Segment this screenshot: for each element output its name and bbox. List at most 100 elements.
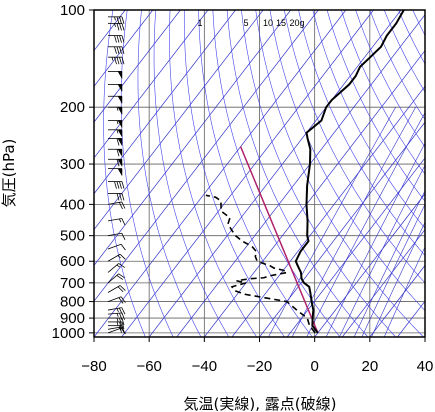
wind-barb (108, 22, 125, 31)
dry-adiabat (183, 10, 285, 337)
wind-barb (107, 218, 126, 226)
isotherm-line (94, 10, 264, 231)
x-tick-label: 20 (361, 358, 378, 375)
wind-barb-full (116, 57, 120, 65)
y-tick-label: 200 (60, 99, 85, 116)
wind-barb (108, 46, 125, 54)
wind-barb-full (116, 23, 120, 31)
dry-adiabat (226, 10, 369, 337)
y-axis-title: 気圧(hPa) (0, 139, 18, 208)
wind-barb (108, 168, 123, 177)
wind-barb (108, 317, 125, 326)
mixing-ratio-labels: 1 5 10 15 20g (197, 18, 304, 28)
wind-barb-half (116, 129, 119, 134)
wind-barb-full (118, 297, 124, 304)
wind-barb-flag (117, 84, 123, 93)
wind-barb-half (114, 23, 116, 27)
wind-barb-full (121, 46, 125, 54)
wind-barb-full (116, 159, 120, 167)
dry-adiabat (137, 10, 202, 337)
isotherm-line (341, 228, 425, 337)
wind-barb-flag (117, 168, 123, 177)
wind-barb (107, 273, 125, 284)
wind-barb-full (119, 321, 122, 330)
wind-barb-full (116, 193, 120, 201)
wind-barb-full (116, 46, 120, 54)
wind-barb-full (121, 16, 125, 24)
x-tick-label: 0 (310, 358, 318, 375)
dry-adiabat (326, 10, 425, 202)
wind-barb-flag (117, 129, 123, 138)
wind-barb-full (117, 286, 124, 293)
wind-barb-full (116, 149, 120, 157)
dry-adiabat (255, 10, 424, 337)
wind-barb-half (114, 16, 116, 21)
wind-barb (108, 35, 125, 43)
wind-barb-staff (107, 243, 122, 250)
isotherm-line (369, 264, 425, 337)
wind-barb-full (121, 325, 125, 333)
wind-barb-half (118, 218, 122, 223)
isotherm-line (94, 10, 236, 195)
mixing-ratio-line (306, 112, 425, 337)
isotherm-line (121, 10, 374, 337)
wind-barb-flag (117, 159, 123, 168)
dry-adiabat (103, 10, 146, 337)
wind-barb-half (116, 313, 119, 317)
y-tick-label: 400 (60, 196, 85, 213)
mixing-ratio-line (371, 221, 425, 337)
wind-barb-full (114, 46, 117, 54)
isotherm-line (94, 10, 209, 159)
wind-barb-staff (107, 232, 122, 237)
wind-barb (107, 243, 126, 251)
wind-barb-full (121, 233, 126, 240)
wind-barb (108, 95, 123, 105)
wind-barb (108, 129, 123, 138)
mixing-ratio-label: 1 (197, 18, 202, 28)
mixing-ratio-line (353, 189, 425, 337)
wind-barb (108, 193, 125, 201)
y-tick-label: 100 (60, 2, 85, 19)
mixing-ratio-line (268, 107, 396, 337)
dry-adiabat (312, 10, 425, 229)
mixing-ratio-line (361, 203, 425, 337)
wind-barb-flag (117, 71, 123, 80)
wind-barb (107, 232, 126, 240)
wind-barb-full (121, 307, 126, 315)
wind-barb (108, 148, 123, 158)
isotherm-line (148, 10, 402, 337)
x-tick-label: 40 (417, 358, 434, 375)
wind-barb-full (119, 46, 122, 54)
mixing-ratio-label: 5 (243, 18, 248, 28)
wind-barb-flag (117, 149, 123, 158)
dry-adiabat (198, 10, 313, 337)
wind-barb-full (118, 307, 123, 315)
y-tick-label: 1000 (52, 325, 85, 342)
dry-adiabat (283, 10, 425, 284)
isotherm-line (314, 193, 425, 337)
dry-adiabat (153, 10, 230, 337)
wind-barb-full (121, 317, 125, 326)
wind-barb-full (118, 273, 125, 279)
mixing-ratio-label: 15 (276, 18, 286, 28)
wind-barb-full (119, 35, 122, 43)
x-axis: −80 −60 −40 −20 0 20 40 (81, 337, 433, 375)
mixing-ratio-line (383, 246, 425, 337)
wind-barb-full (119, 317, 122, 326)
wind-barb (107, 296, 126, 304)
isotherm-line (259, 121, 425, 337)
wind-barb-full (119, 312, 123, 321)
y-tick-label: 600 (60, 253, 85, 270)
wind-barb-full (121, 201, 126, 209)
wind-barb-half (116, 308, 119, 312)
wind-barb-half (116, 317, 119, 322)
wind-barb (108, 138, 123, 147)
isotherm-line (176, 14, 425, 337)
wind-barb-full (119, 23, 122, 31)
mixing-ratio-line (291, 107, 416, 337)
mixing-ratio-line (325, 142, 425, 337)
x-tick-label: −80 (81, 358, 106, 375)
wind-barb-full (121, 321, 125, 330)
isotherm-line (94, 10, 347, 337)
wind-barb-full (114, 57, 117, 65)
